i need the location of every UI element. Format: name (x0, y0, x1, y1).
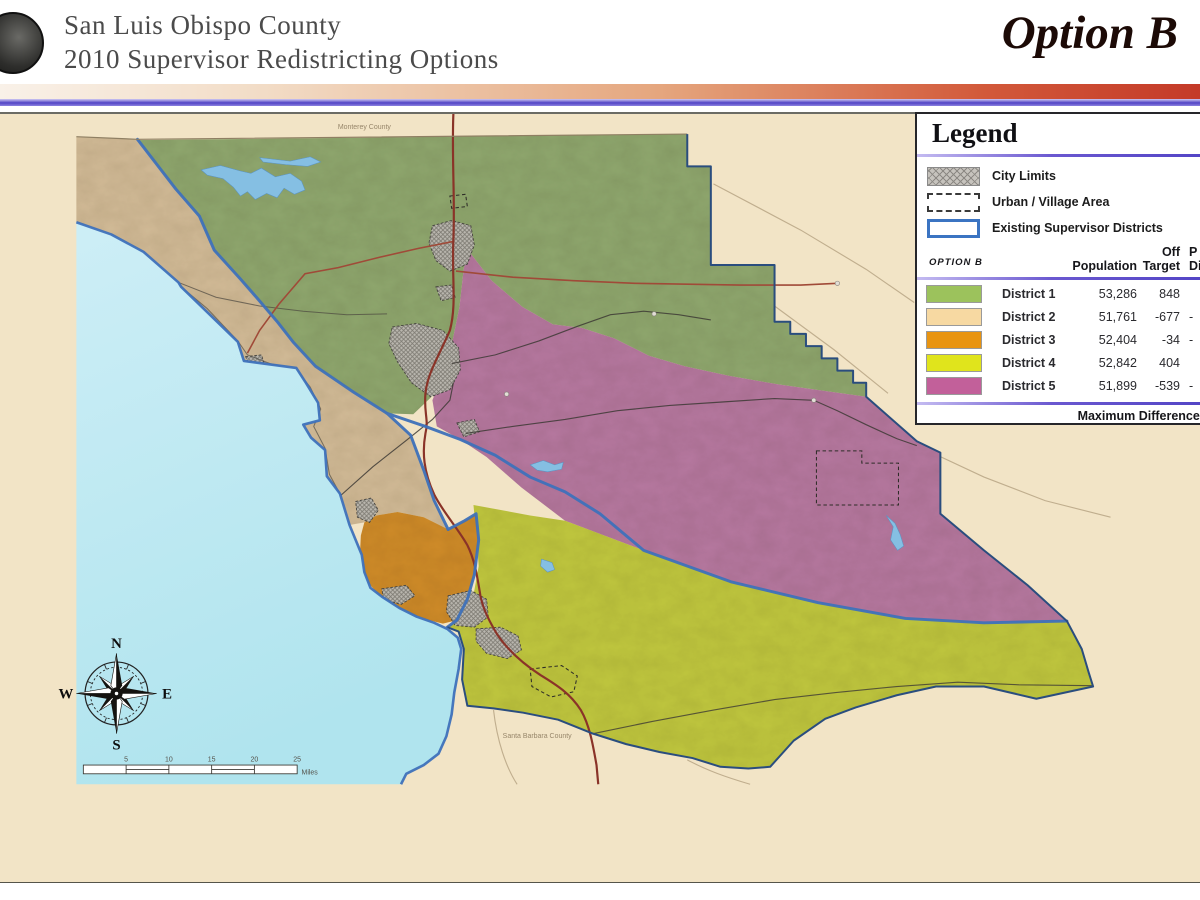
district-5-off-target: -539 (1154, 379, 1180, 393)
santa-barbara-county-label: Santa Barbara County (503, 733, 572, 740)
table-row-district-1: District 1 53,286 848 (917, 283, 1200, 306)
compass-e-label: E (162, 687, 172, 703)
maximum-difference-label: Maximum Difference: (1077, 409, 1200, 423)
district-2-label: District 2 (1002, 310, 1056, 324)
district-2-swatch (926, 308, 982, 326)
scale-unit-label: Miles (302, 770, 319, 777)
district-5-swatch (926, 377, 982, 395)
compass-w-label: W (58, 687, 73, 703)
city-templeton (435, 284, 456, 302)
title-line2: 2010 Supervisor Redistricting Options (64, 44, 499, 74)
road-hwy166 (592, 681, 1094, 735)
district-4-label: District 4 (1002, 356, 1056, 370)
district-4-population: 52,842 (1098, 356, 1137, 370)
legend-rule-mid (917, 277, 1200, 280)
legend-rule-bottom (917, 402, 1200, 405)
urban-village-swatch (927, 193, 980, 212)
road-interlake (178, 281, 388, 316)
table-row-district-2: District 2 51,761 -677 - (917, 306, 1200, 329)
district-2-pct-diff: - (1189, 310, 1194, 324)
legend-rule-top (917, 154, 1200, 157)
scale-bar: 5 10 15 20 25 Miles (82, 757, 319, 777)
table-row-district-5: District 5 51,899 -539 - (917, 375, 1200, 398)
district-3-pct-diff: - (1189, 333, 1194, 347)
existing-district-lines (135, 137, 1069, 629)
urban-nipomo (529, 665, 578, 698)
district-4-off-target: 404 (1159, 356, 1180, 370)
road-hwy41-east (451, 310, 711, 365)
existing-districts-label: Existing Supervisor Districts (992, 221, 1163, 235)
city-paso-robles (428, 220, 475, 272)
santa-margarita-lake (529, 460, 564, 473)
legend-panel: Legend City Limits Urban / Village Area … (915, 112, 1200, 425)
title-line1: San Luis Obispo County (64, 10, 342, 40)
compass-n-label: N (111, 636, 122, 652)
compass-s-label: S (112, 737, 120, 753)
city-limits-swatch (927, 167, 980, 186)
district-3-population: 52,404 (1098, 333, 1137, 347)
county-seal-icon (0, 12, 44, 74)
road-hwy46-west (246, 240, 454, 354)
header-gradient-bar (0, 84, 1200, 99)
district-5-label: District 5 (1002, 379, 1056, 393)
county-boundary-north (76, 133, 688, 140)
header: San Luis Obispo County 2010 Supervisor R… (0, 0, 1200, 84)
district-5-pct-diff: - (1189, 379, 1194, 393)
pct-diff-column-header: P Di (1189, 245, 1200, 273)
district-1-swatch (926, 285, 982, 303)
scale-tick-25: 25 (293, 757, 301, 764)
monterey-county-label: Monterey County (338, 124, 392, 131)
page-title: San Luis Obispo County 2010 Supervisor R… (64, 8, 499, 76)
option-title: Option B (1001, 7, 1178, 59)
existing-districts-swatch (927, 219, 980, 238)
district-1-population: 53,286 (1098, 287, 1137, 301)
road-hwy46-east (455, 270, 838, 286)
coastline-district-line (75, 220, 463, 785)
district-1-off-target: 848 (1159, 287, 1180, 301)
city-limits-label: City Limits (992, 169, 1056, 183)
off-target-column-header: Off Target (1142, 245, 1180, 273)
district-3-label: District 3 (1002, 333, 1056, 347)
city-atascadero (388, 323, 461, 398)
population-column-header: Population (1072, 259, 1137, 273)
table-row-district-3: District 3 52,404 -34 - (917, 329, 1200, 352)
urban-village-label: Urban / Village Area (992, 195, 1110, 209)
district-2-off-target: -677 (1154, 310, 1180, 324)
table-row-district-4: District 4 52,842 404 (917, 352, 1200, 375)
option-b-table-label: OPTION B (929, 257, 983, 268)
scale-tick-20: 20 (251, 757, 259, 764)
road-hwy101 (422, 113, 600, 785)
county-boundary (446, 134, 1095, 770)
district-2-population: 51,761 (1098, 310, 1137, 324)
road-hwy41-west (340, 382, 454, 496)
header-purple-rule (0, 99, 1200, 106)
ocean (76, 222, 462, 785)
city-morro-bay (355, 497, 379, 523)
compass-rose-icon: N E S W (58, 636, 172, 753)
legend-title: Legend (932, 118, 1018, 148)
lake-nacimiento (200, 165, 306, 200)
lopez-lake (540, 558, 555, 573)
scale-tick-10: 10 (165, 757, 173, 764)
district-1-label: District 1 (1002, 287, 1056, 301)
urban-village-outlines (449, 193, 899, 698)
lake-san-antonio (259, 156, 322, 167)
scale-tick-5: 5 (124, 757, 128, 764)
district-3-swatch (926, 331, 982, 349)
bottom-margin (0, 883, 1200, 900)
district-3-off-target: -34 (1161, 333, 1180, 347)
twitchell-reservoir (886, 515, 905, 551)
roads (178, 113, 1094, 785)
district-4-swatch (926, 354, 982, 372)
county-map: Monterey County Santa Barbara County N E… (58, 113, 1124, 785)
district-5-population: 51,899 (1098, 379, 1137, 393)
road-hwy58 (465, 397, 917, 447)
urban-california-valley (815, 450, 899, 506)
town-markers (504, 280, 840, 403)
scale-tick-15: 15 (208, 757, 216, 764)
lakes (200, 156, 905, 573)
